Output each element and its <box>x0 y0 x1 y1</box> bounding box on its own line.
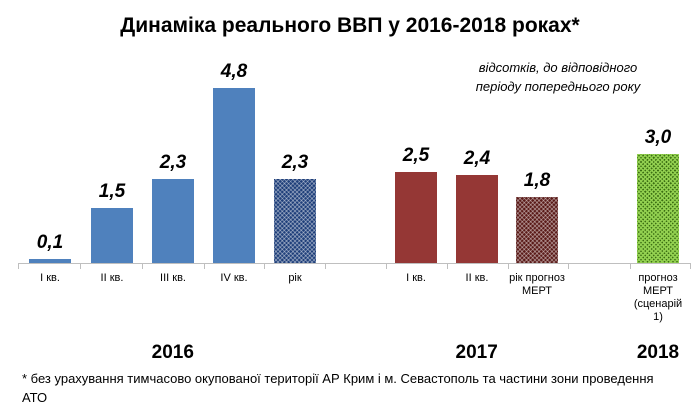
x-tick-label: рік <box>288 272 302 284</box>
group-label: 2016 <box>151 342 194 363</box>
tick-mark <box>690 263 691 269</box>
bar <box>152 179 194 263</box>
tick-mark <box>447 263 448 269</box>
baseline <box>18 263 690 264</box>
tick-mark <box>80 263 81 269</box>
x-tick-label: рік прогноз МЕРТ <box>509 272 565 297</box>
bar <box>637 153 679 263</box>
value-label: 3,0 <box>644 126 672 148</box>
value-label: 1,5 <box>98 181 126 203</box>
value-label: 0,1 <box>36 232 64 254</box>
value-label: 2,5 <box>402 144 430 166</box>
x-tick-label: прогноз МЕРТ (сценарій 1) <box>633 272 683 323</box>
tick-mark <box>18 263 19 269</box>
x-tick-label: І кв. <box>40 272 60 284</box>
footnote: * без урахування тимчасово окупованої те… <box>22 371 654 405</box>
bar <box>213 87 255 263</box>
tick-mark <box>142 263 143 269</box>
value-label: 2,3 <box>159 152 187 174</box>
value-label: 2,4 <box>463 148 491 170</box>
tick-mark <box>386 263 387 269</box>
tick-mark <box>630 263 631 269</box>
x-tick-label: ІІІ кв. <box>160 272 186 284</box>
subtitle: відсотків, до відповідного періоду попер… <box>475 60 641 94</box>
x-tick-label: ІV кв. <box>220 272 248 284</box>
bar <box>91 208 133 263</box>
bar <box>395 171 437 263</box>
tick-mark <box>508 263 509 269</box>
x-tick-label: ІІ кв. <box>100 272 124 284</box>
bar <box>456 175 498 263</box>
tick-mark <box>204 263 205 269</box>
chart-title: Динаміка реального ВВП у 2016-2018 роках… <box>120 14 580 37</box>
tick-mark <box>264 263 265 269</box>
x-tick-label: ІІ кв. <box>465 272 489 284</box>
tick-mark <box>325 263 326 269</box>
x-tick-label: І кв. <box>406 272 426 284</box>
tick-mark <box>568 263 569 269</box>
value-label: 4,8 <box>220 60 248 82</box>
bar <box>274 179 316 263</box>
group-label: 2018 <box>636 342 680 363</box>
bar <box>29 259 71 263</box>
value-label: 1,8 <box>523 170 551 192</box>
group-label: 2017 <box>455 342 498 363</box>
value-label: 2,3 <box>281 152 309 174</box>
bar <box>516 197 558 263</box>
